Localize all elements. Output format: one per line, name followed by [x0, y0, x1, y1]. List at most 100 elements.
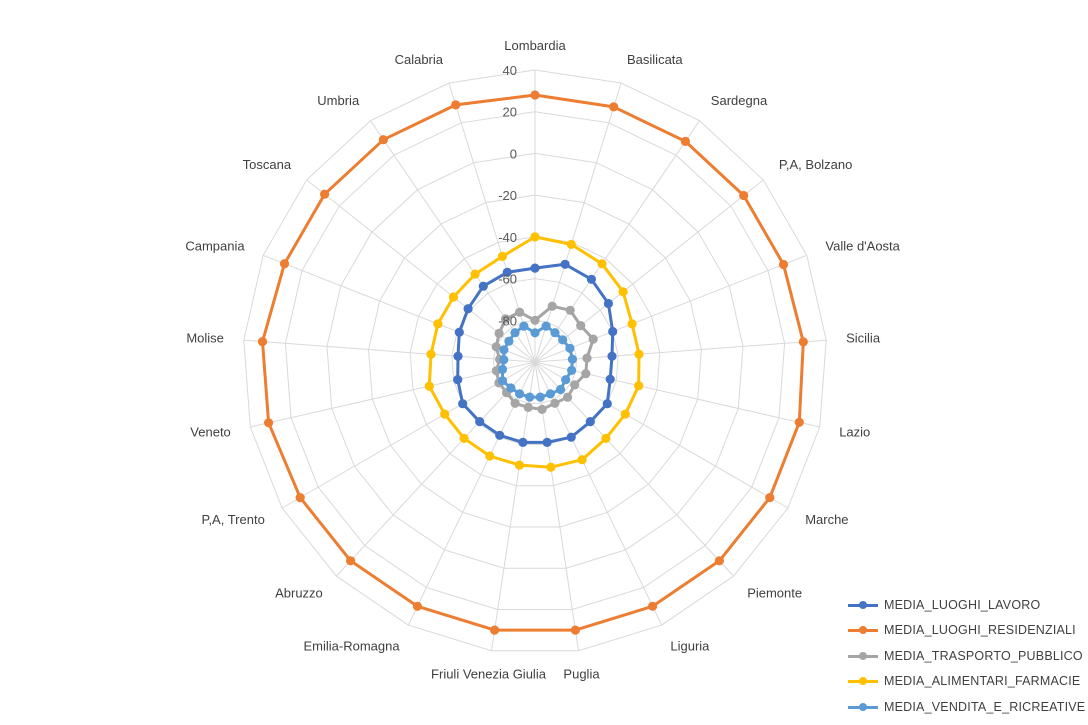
series-line: [427, 235, 641, 469]
grid-spoke: [534, 361, 820, 428]
tick-label: -20: [498, 188, 517, 203]
grid-ring: [409, 236, 661, 487]
grid-spoke: [534, 254, 807, 363]
category-label: Umbria: [317, 93, 360, 108]
data-point: [570, 380, 580, 390]
data-point: [440, 409, 450, 419]
data-point: [490, 625, 500, 635]
data-point: [451, 100, 461, 110]
tick-label: 0: [510, 146, 517, 161]
legend-swatch: [848, 624, 878, 636]
grid-ring: [284, 111, 786, 610]
category-label: Lazio: [839, 424, 870, 439]
data-point: [550, 328, 560, 338]
legend-swatch-marker: [859, 600, 867, 609]
category-label: Friuli Venezia Giulia: [431, 667, 547, 682]
data-point: [558, 335, 568, 345]
legend-swatch-marker: [859, 626, 867, 635]
data-point: [609, 102, 619, 112]
data-point: [561, 375, 571, 385]
data-point: [542, 437, 552, 447]
data-point: [530, 232, 540, 242]
series-media-luoghi-lavoro: [453, 259, 618, 447]
data-point: [567, 354, 578, 364]
data-point: [346, 556, 356, 566]
data-point: [620, 409, 630, 419]
data-point: [586, 274, 597, 284]
data-point: [535, 392, 545, 402]
category-label: Calabria: [395, 52, 444, 67]
series-line: [501, 324, 574, 399]
data-point: [601, 433, 611, 443]
category-label: Liguria: [670, 639, 710, 654]
data-point: [514, 460, 525, 470]
data-point: [501, 314, 511, 324]
legend-swatch-marker: [859, 702, 867, 711]
data-point: [537, 404, 547, 414]
series-media-luoghi-residenziali: [257, 90, 808, 635]
legend-swatch: [848, 675, 878, 687]
data-point: [566, 432, 576, 442]
data-point: [546, 462, 556, 472]
grid-spoke: [250, 361, 536, 428]
legend-swatch: [848, 599, 878, 611]
data-point: [412, 601, 422, 611]
data-point: [530, 315, 540, 325]
data-point: [550, 398, 560, 408]
data-point: [765, 493, 775, 503]
data-point: [525, 392, 535, 402]
grid-spoke: [534, 339, 827, 363]
category-label: Piemonte: [747, 586, 802, 601]
data-point: [506, 383, 516, 393]
data-point: [454, 327, 464, 337]
legend-item: MEDIA_LUOGHI_LAVORO: [848, 592, 1084, 618]
data-point: [491, 342, 501, 352]
data-point: [519, 321, 529, 331]
data-point: [530, 328, 540, 338]
data-point: [778, 259, 789, 270]
data-point: [570, 625, 581, 635]
data-point: [510, 398, 520, 408]
data-point: [627, 319, 637, 329]
legend-swatch-marker: [859, 677, 867, 686]
series-line: [261, 93, 805, 632]
legend: MEDIA_LUOGHI_LAVORO MEDIA_LUOGHI_RESIDENZ…: [848, 592, 1086, 720]
category-label: Marche: [805, 512, 848, 527]
legend-item: MEDIA_TRASPORTO_PUBBLICO: [848, 643, 1084, 669]
data-point: [634, 381, 644, 391]
radar-series: [257, 90, 808, 635]
radar-grid: [243, 69, 827, 652]
category-label: Toscana: [243, 157, 292, 172]
legend-label: MEDIA_VENDITA_E_RICREATIVE: [884, 699, 1086, 714]
data-point: [648, 601, 658, 611]
grid-spoke: [281, 361, 536, 509]
data-point: [605, 374, 615, 384]
data-point: [497, 364, 508, 374]
data-point: [478, 281, 488, 291]
grid-spoke: [263, 254, 536, 363]
data-point: [739, 190, 749, 201]
data-point: [497, 251, 507, 261]
category-label: Abruzzo: [275, 586, 323, 601]
category-label: Lombardia: [504, 38, 566, 53]
data-point: [320, 189, 330, 199]
series-media-vendita-e-ricreative: [497, 321, 578, 402]
grid-ring: [368, 194, 702, 528]
grid-spoke: [243, 339, 536, 363]
data-point: [634, 349, 644, 359]
tick-label: -60: [498, 272, 517, 287]
grid-spoke: [448, 82, 536, 363]
grid-spoke: [534, 120, 700, 363]
data-point: [470, 269, 480, 279]
data-point: [582, 353, 592, 363]
data-point: [555, 384, 566, 395]
grid-ring: [492, 319, 578, 404]
data-point: [499, 355, 509, 365]
data-point: [510, 328, 520, 338]
data-point: [530, 263, 540, 273]
data-point: [459, 433, 469, 443]
grid-spoke: [336, 361, 536, 577]
category-label: Molise: [186, 330, 224, 345]
data-point: [567, 365, 577, 375]
